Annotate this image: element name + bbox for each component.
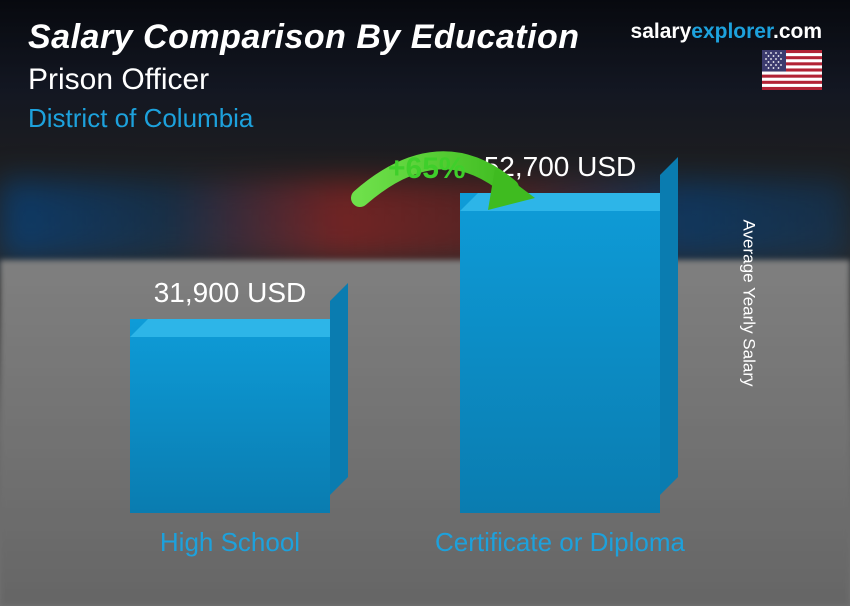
chart-title: Salary Comparison By Education	[28, 18, 580, 57]
bar-label: High School	[160, 527, 300, 558]
y-axis-label: Average Yearly Salary	[739, 220, 759, 387]
bar	[460, 193, 660, 513]
chart-subtitle: Prison Officer	[28, 63, 580, 97]
bar-group: 31,900 USD High School	[130, 277, 330, 558]
increase-percent: +65%	[388, 152, 466, 186]
bar	[130, 319, 330, 513]
brand-logo: salaryexplorer.com	[631, 20, 822, 44]
bar-label: Certificate or Diploma	[435, 527, 685, 558]
flag-icon	[762, 50, 822, 90]
bar-value: 31,900 USD	[154, 277, 307, 309]
chart-location: District of Columbia	[28, 103, 580, 134]
header: Salary Comparison By Education Prison Of…	[28, 18, 580, 134]
